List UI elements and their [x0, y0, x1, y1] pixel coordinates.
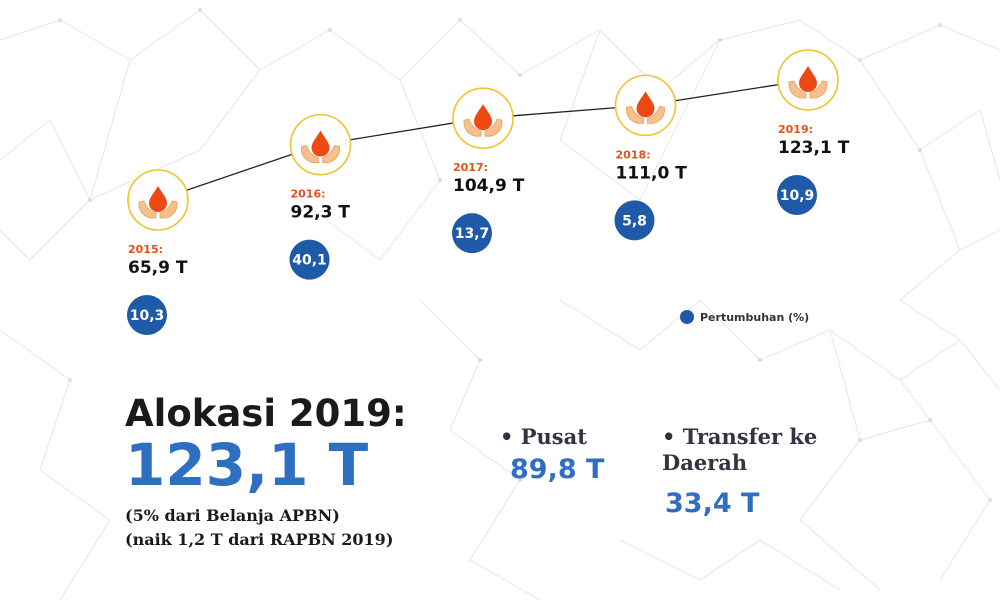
value-label: 123,1 T — [778, 138, 850, 158]
blood-drop-hands-icon — [452, 87, 514, 149]
value-label: 111,0 T — [616, 163, 688, 183]
allocation-value: 123,1 T — [125, 431, 369, 499]
growth-marker — [127, 295, 167, 335]
blood-drop-hands-icon — [127, 169, 189, 231]
growth-label: 13,7 — [455, 226, 490, 242]
year-label: 2019: — [778, 123, 813, 136]
blood-drop-hands-icon — [777, 49, 839, 111]
component-pusat-value: 89,8 T — [510, 454, 605, 485]
component-transfer-label: • Transfer ke Daerah — [662, 424, 818, 476]
growth-marker — [289, 239, 330, 280]
year-label: 2016: — [291, 188, 326, 201]
growth-marker — [777, 175, 817, 215]
growth-label: 40,1 — [292, 253, 327, 269]
legend-label: Pertumbuhan (%) — [700, 311, 809, 324]
allocation-title: Alokasi 2019: — [125, 392, 407, 435]
growth-marker — [452, 213, 492, 254]
growth-label: 10,3 — [130, 308, 165, 324]
blood-drop-hands-icon — [614, 74, 677, 137]
value-label: 104,9 T — [453, 176, 525, 196]
value-label: 92,3 T — [291, 203, 351, 223]
growth-marker — [614, 200, 655, 241]
legend-marker — [680, 310, 694, 324]
component-pusat-label: • Pusat — [500, 424, 587, 449]
blood-drop-hands-icon — [289, 113, 352, 176]
allocation-note-share: (5% dari Belanja APBN) — [125, 506, 340, 525]
component-transfer-value: 33,4 T — [665, 488, 760, 519]
allocation-note-increase: (naik 1,2 T dari RAPBN 2019) — [125, 530, 394, 549]
value-label: 65,9 T — [128, 258, 188, 278]
growth-label: 5,8 — [622, 213, 647, 229]
year-label: 2015: — [128, 243, 163, 256]
year-label: 2017: — [453, 161, 488, 174]
year-label: 2018: — [616, 148, 651, 161]
legend: Pertumbuhan (%) — [680, 310, 809, 324]
growth-label: 10,9 — [780, 188, 815, 204]
